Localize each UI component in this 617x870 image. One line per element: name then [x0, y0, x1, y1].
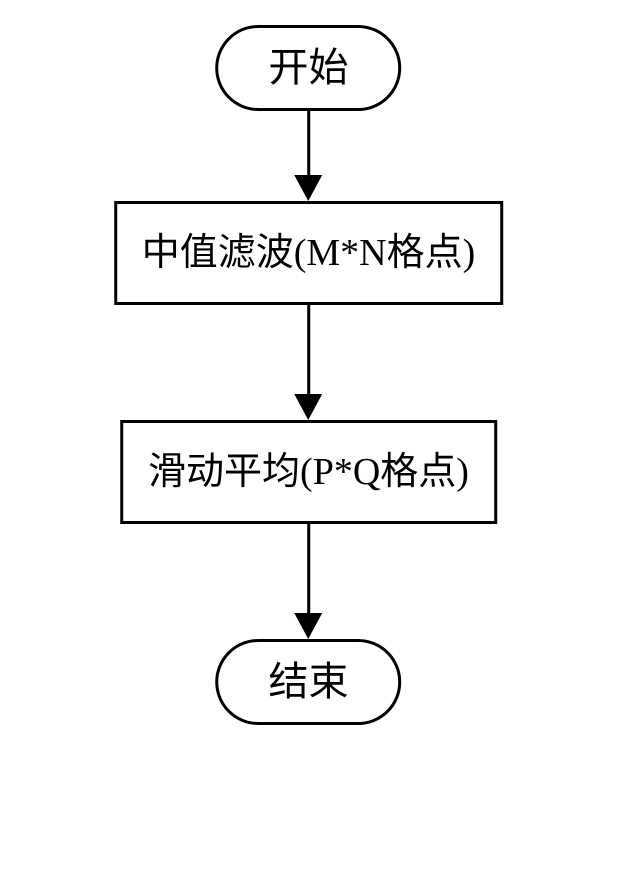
arrow-head [294, 394, 322, 420]
arrow-line [307, 305, 310, 395]
process-2-label: 滑动平均(P*Q格点) [148, 451, 469, 493]
end-label: 结束 [268, 659, 348, 704]
process-1-label: 中值滤波(M*N格点) [142, 232, 476, 274]
start-node: 开始 [215, 25, 401, 111]
arrow-head [294, 175, 322, 201]
flowchart-container: 开始 中值滤波(M*N格点) 滑动平均(P*Q格点) 结束 [114, 25, 504, 725]
arrow-head [294, 613, 322, 639]
end-node: 结束 [215, 639, 401, 725]
arrow-line [307, 524, 310, 614]
start-label: 开始 [268, 45, 348, 90]
process-node-2: 滑动平均(P*Q格点) [120, 420, 497, 524]
arrow-2 [294, 305, 322, 420]
arrow-line [307, 111, 310, 176]
arrow-3 [294, 524, 322, 639]
arrow-1 [294, 111, 322, 201]
process-node-1: 中值滤波(M*N格点) [114, 201, 504, 305]
